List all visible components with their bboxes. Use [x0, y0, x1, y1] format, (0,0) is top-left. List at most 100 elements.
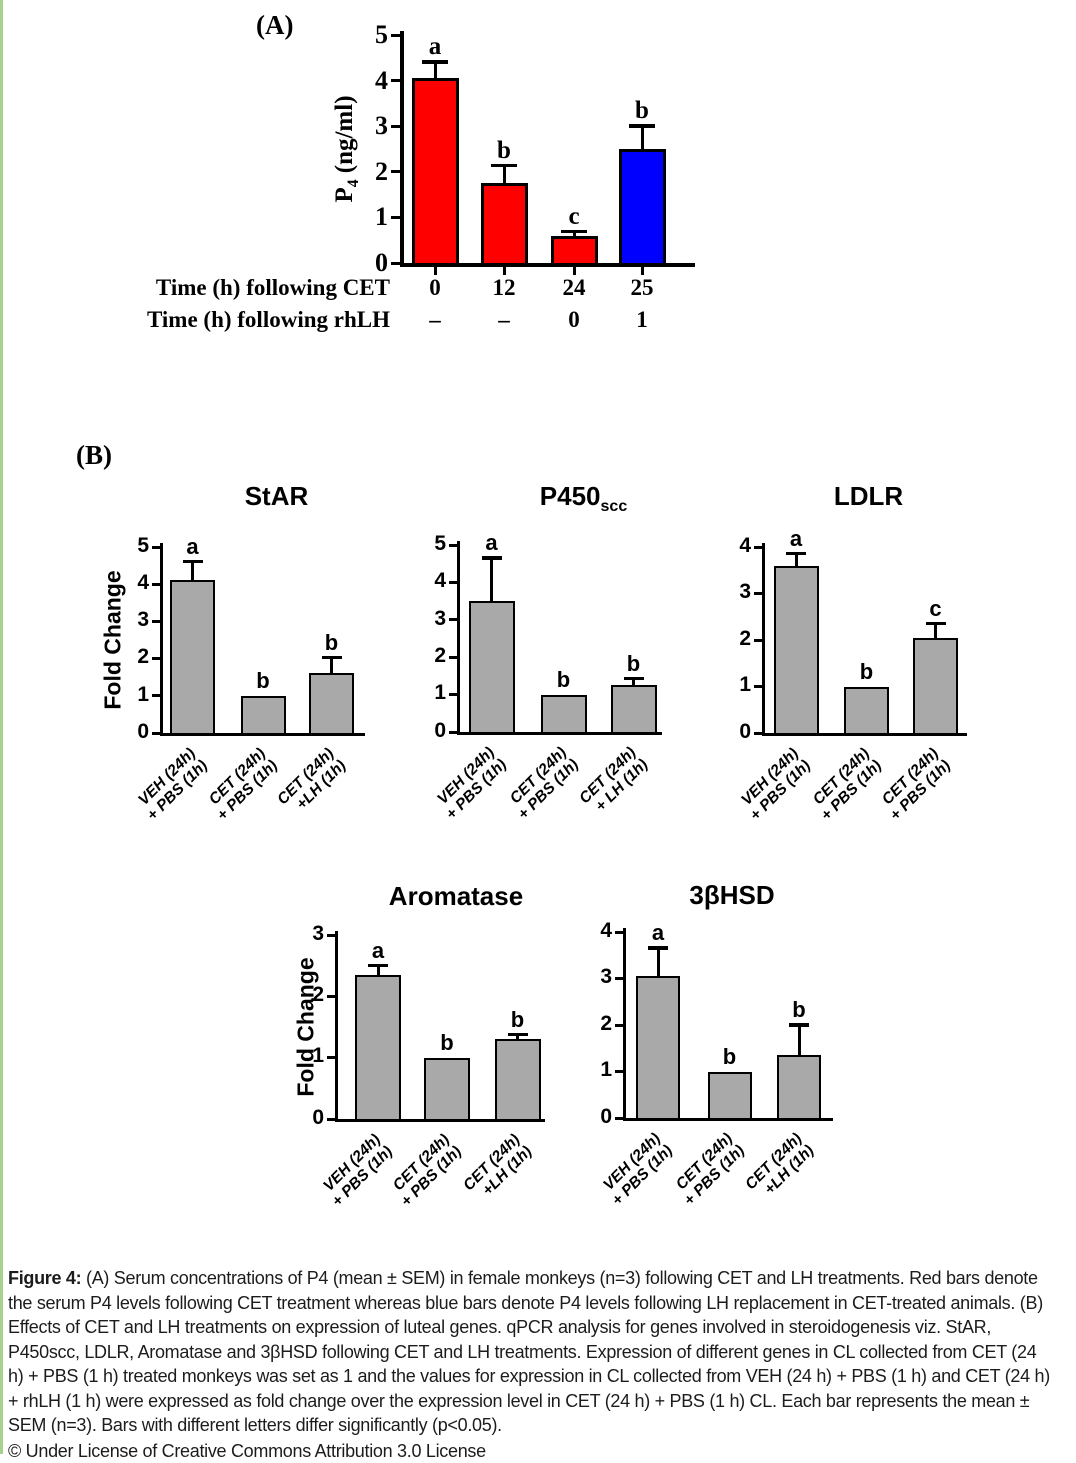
y-tick — [152, 694, 160, 697]
sig-letter: b — [626, 97, 658, 125]
x-row-value: – — [405, 308, 465, 331]
x-axis — [762, 733, 967, 736]
sig-letter: b — [548, 669, 580, 691]
y-tick — [615, 1117, 623, 1120]
chart-title: 3βHSD — [627, 882, 837, 908]
y-tick-label: 5 — [406, 533, 446, 554]
x-category-label: CET (24h) +LH (1h) — [742, 1130, 818, 1206]
y-tick — [391, 216, 400, 219]
page-left-border — [0, 0, 3, 1454]
y-tick — [391, 262, 400, 265]
x-axis — [160, 733, 365, 736]
chart-title: StAR — [174, 483, 379, 509]
panel-a-label: (A) — [256, 10, 293, 41]
y-axis-label: Fold Change — [295, 957, 318, 1096]
y-tick-label: 3 — [711, 581, 751, 602]
y-tick — [449, 693, 457, 696]
y-tick-label: 0 — [109, 721, 149, 742]
y-tick — [615, 1070, 623, 1073]
y-tick — [449, 656, 457, 659]
y-tick-label: 1 — [572, 1059, 612, 1080]
x-category-label: CET (24h) +LH (1h) — [274, 745, 350, 821]
error-bar-line — [657, 948, 660, 978]
x-category-label: VEH (24h) + PBS (1h) — [131, 745, 211, 825]
sig-letter: a — [476, 532, 508, 554]
y-tick — [449, 618, 457, 621]
error-bar-cap — [322, 656, 342, 660]
x-category-label: VEH (24h) + PBS (1h) — [735, 745, 815, 825]
sig-letter: a — [177, 536, 209, 558]
y-tick-label: 2 — [572, 1013, 612, 1034]
y-tick-label: 0 — [284, 1107, 324, 1128]
bar — [619, 149, 666, 263]
bar — [170, 580, 215, 733]
x-category-label: CET (24h) + PBS (1h) — [202, 745, 282, 825]
x-row-title: Time (h) following CET — [0, 276, 390, 299]
y-tick-label: 4 — [711, 535, 751, 556]
y-tick — [327, 995, 335, 998]
error-bar-line — [798, 1025, 801, 1057]
x-axis — [623, 1118, 833, 1121]
y-tick — [754, 732, 762, 735]
bar — [708, 1072, 752, 1119]
x-category-label: VEH (24h) + PBS (1h) — [317, 1131, 397, 1211]
y-tick — [615, 1024, 623, 1027]
bar — [469, 601, 515, 732]
sig-letter: b — [618, 653, 650, 675]
error-bar-line — [191, 562, 194, 583]
y-tick-label: 1 — [348, 202, 388, 232]
y-tick-label: 0 — [572, 1106, 612, 1127]
x-category-label: CET (24h) + PBS (1h) — [874, 745, 954, 825]
x-row-value: 25 — [612, 276, 672, 299]
x-axis — [400, 263, 695, 267]
error-bar-line — [377, 966, 380, 977]
y-tick — [391, 79, 400, 82]
sig-letter: b — [502, 1009, 534, 1031]
sig-letter: b — [316, 632, 348, 654]
error-bar-cap — [926, 622, 946, 626]
figure-caption: Figure 4: (A) Serum concentrations of P4… — [8, 1266, 1052, 1463]
y-tick-label: 0 — [711, 721, 751, 742]
x-row-value: – — [474, 308, 534, 331]
y-tick-label: 3 — [572, 966, 612, 987]
y-tick — [754, 546, 762, 549]
chart-title: LDLR — [766, 483, 971, 509]
bar — [241, 696, 286, 733]
y-axis — [762, 543, 765, 736]
x-category-label: CET (24h) + PBS (1h) — [386, 1131, 466, 1211]
sig-letter: b — [431, 1032, 463, 1054]
x-row-title: Time (h) following rhLH — [0, 308, 390, 331]
error-bar-cap — [648, 946, 668, 950]
x-category-label: CET (24h) + PBS (1h) — [502, 744, 582, 824]
y-tick — [152, 583, 160, 586]
y-tick-label: 4 — [406, 570, 446, 591]
error-bar-cap — [508, 1033, 528, 1037]
bar — [551, 236, 598, 263]
error-bar-cap — [624, 677, 644, 681]
x-axis — [335, 1119, 545, 1122]
y-axis — [160, 543, 163, 736]
y-tick-label: 4 — [348, 66, 388, 96]
sig-letter: b — [851, 661, 883, 683]
x-row-value: 0 — [544, 308, 604, 331]
y-axis — [623, 928, 626, 1121]
x-row-value: 0 — [405, 276, 465, 299]
x-tick — [641, 267, 644, 275]
panel-b-label: (B) — [76, 440, 112, 471]
x-tick — [573, 267, 576, 275]
y-tick-label: 5 — [109, 535, 149, 556]
y-tick-label: 3 — [284, 923, 324, 944]
sig-letter: b — [488, 137, 520, 165]
sig-letter: c — [558, 203, 590, 231]
y-tick — [754, 592, 762, 595]
error-bar-cap — [786, 552, 806, 556]
sig-letter: b — [247, 670, 279, 692]
y-tick — [152, 620, 160, 623]
y-tick-label: 1 — [406, 682, 446, 703]
sig-letter: a — [419, 33, 451, 61]
error-bar-line — [795, 554, 798, 568]
